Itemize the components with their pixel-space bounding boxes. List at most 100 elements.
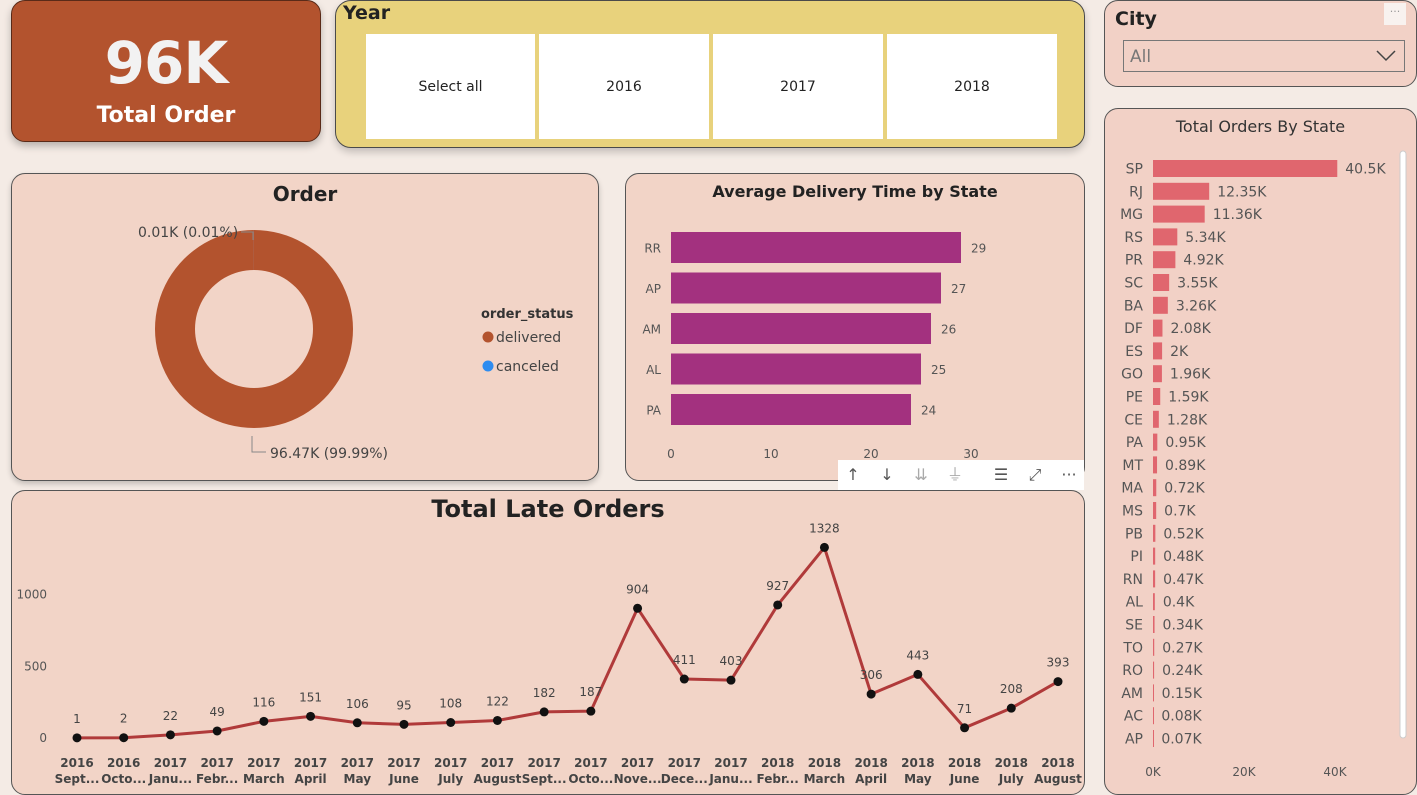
bar-SE xyxy=(1153,616,1155,633)
bar-AP xyxy=(671,272,941,304)
x-tick-label: 10 xyxy=(763,447,778,461)
x-tick-year: 2017 xyxy=(668,756,701,770)
x-tick-year: 2017 xyxy=(200,756,233,770)
legend-title: order_status xyxy=(481,307,574,322)
bar-CE xyxy=(1153,410,1159,428)
data-point xyxy=(72,733,82,743)
data-point xyxy=(679,674,689,684)
data-point xyxy=(960,723,970,733)
data-label: 29 xyxy=(971,242,986,256)
total-order-label: Total Order xyxy=(96,103,236,128)
data-label: 5.34K xyxy=(1185,230,1226,246)
data-label: 25 xyxy=(931,363,946,377)
donut-plot: 0.01K (0.01%) 96.47K (99.99%) order_status… xyxy=(138,225,574,462)
year-slicer: Year Select all 2016 2017 2018 xyxy=(335,0,1085,148)
x-tick-month: July xyxy=(437,772,463,786)
total-order-value: 96K xyxy=(104,29,229,97)
data-label: 2.08K xyxy=(1170,321,1211,337)
data-label: 108 xyxy=(439,697,462,711)
year-option-select-all[interactable]: Select all xyxy=(366,34,535,139)
data-label: 122 xyxy=(486,694,509,708)
data-label: 95 xyxy=(396,698,411,712)
bar-PB xyxy=(1153,524,1156,542)
bar-AM xyxy=(1153,684,1154,702)
late-orders-line xyxy=(76,545,1059,740)
donut-label-delivered: 96.47K (99.99%) xyxy=(270,446,388,462)
more-options-icon[interactable]: ··· xyxy=(1384,3,1406,25)
category-label: AP xyxy=(646,282,661,296)
x-tick-year: 2018 xyxy=(854,756,887,770)
bar-AP xyxy=(1153,730,1154,747)
x-tick-year: 2017 xyxy=(714,756,747,770)
x-tick-label: 40K xyxy=(1323,765,1347,779)
data-label: 0.7K xyxy=(1164,504,1196,520)
category-label: AM xyxy=(1121,686,1143,702)
x-tick-year: 2016 xyxy=(60,756,93,770)
y-tick-label: 500 xyxy=(24,659,47,673)
x-tick-year: 2018 xyxy=(948,756,981,770)
avg-delivery-plot: RR 29 AP 27 AM 26 AL 25 PA 24 0 10 20 30 xyxy=(642,232,986,461)
data-point xyxy=(352,718,362,728)
arrow-down-icon[interactable]: ↓ xyxy=(880,465,894,484)
bar-RR xyxy=(671,232,961,263)
focus-mode-icon[interactable]: ⤢ xyxy=(1028,465,1042,484)
data-label: 0.24K xyxy=(1162,663,1203,679)
bar-MS xyxy=(1153,502,1157,519)
filter-icon[interactable]: ☰ xyxy=(993,465,1009,484)
data-point xyxy=(165,730,175,740)
x-tick-year: 2018 xyxy=(761,756,794,770)
year-option-2018[interactable]: 2018 xyxy=(887,34,1057,139)
data-label: 3.26K xyxy=(1176,298,1217,314)
x-tick-year: 2017 xyxy=(434,756,467,770)
order-chart-title: Order xyxy=(272,182,338,206)
data-point xyxy=(1006,703,1016,713)
x-tick-year: 2017 xyxy=(154,756,187,770)
x-tick-month: July xyxy=(998,772,1024,786)
category-label: PB xyxy=(1125,526,1143,542)
year-option-2017[interactable]: 2017 xyxy=(713,34,883,139)
avg-delivery-title: Average Delivery Time by State xyxy=(712,182,998,201)
data-label: 0.52K xyxy=(1163,526,1204,542)
data-label: 40.5K xyxy=(1345,162,1386,178)
y-tick-label: 1000 xyxy=(16,588,47,602)
data-label: 116 xyxy=(252,695,275,709)
bar-RN xyxy=(1153,570,1156,588)
bar-DF xyxy=(1153,319,1163,337)
bar-ES xyxy=(1153,342,1163,360)
x-tick-month: April xyxy=(295,772,327,786)
bar-PA xyxy=(671,394,911,425)
city-slicer: City ··· All xyxy=(1104,0,1417,87)
expand-hierarchy-icon[interactable]: ⏚ xyxy=(946,465,963,484)
bar-BA xyxy=(1153,296,1168,314)
data-label: 22 xyxy=(163,709,178,723)
city-dropdown[interactable]: All xyxy=(1123,40,1405,72)
bar-AL xyxy=(1153,593,1155,611)
x-tick-month: Sept... xyxy=(55,772,100,786)
late-orders-plot: 0 500 1000 1 2016 Sept... 2 2016 Octo... 22 2017 Ja… xyxy=(16,521,1082,786)
bar-RJ xyxy=(1153,182,1210,200)
data-label: 0.47K xyxy=(1163,572,1204,588)
double-arrow-down-icon[interactable]: ⇊ xyxy=(914,465,928,484)
x-tick-label: 20 xyxy=(863,447,878,461)
data-point xyxy=(586,706,596,716)
category-label: AP xyxy=(1125,732,1143,748)
category-label: RR xyxy=(644,242,661,256)
bar-PA xyxy=(1153,433,1158,451)
category-label: RO xyxy=(1122,663,1143,679)
arrow-up-icon[interactable]: ↑ xyxy=(846,465,860,484)
bar-AM xyxy=(671,313,931,344)
category-label: ES xyxy=(1125,344,1143,360)
late-orders-chart: Total Late Orders 0 500 1000 1 2016 Sept... 2 2… xyxy=(11,490,1085,795)
data-label: 0.48K xyxy=(1163,549,1204,565)
data-point xyxy=(913,669,923,679)
data-label: 12.35K xyxy=(1217,184,1267,200)
data-point xyxy=(492,715,502,725)
visual-toolbar: ↑ ↓ ⇊ ⏚ ☰ ⤢ ··· xyxy=(838,460,1084,490)
more-options-icon[interactable]: ··· xyxy=(1061,465,1077,484)
category-label: RN xyxy=(1123,572,1143,588)
category-label: MG xyxy=(1120,207,1143,223)
data-label: 24 xyxy=(921,404,936,418)
year-option-2016[interactable]: 2016 xyxy=(539,34,709,139)
data-point xyxy=(119,733,129,743)
data-label: 0.4K xyxy=(1163,595,1195,611)
